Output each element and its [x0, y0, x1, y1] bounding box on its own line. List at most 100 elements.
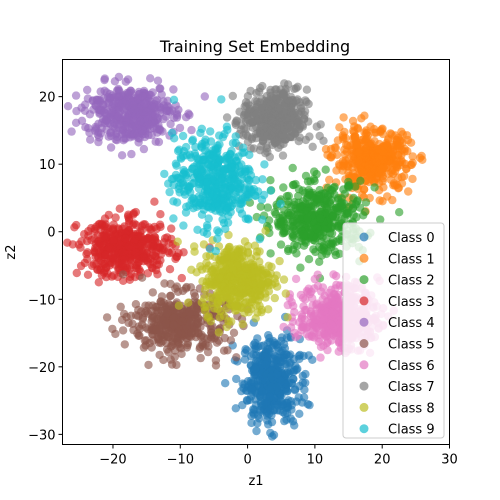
data-point: [335, 319, 345, 328]
data-point: [327, 243, 336, 252]
data-point: [366, 172, 375, 181]
data-point: [169, 113, 179, 123]
data-point: [203, 223, 212, 232]
data-point: [179, 221, 188, 230]
data-point: [211, 246, 220, 256]
data-point: [251, 175, 261, 185]
data-point: [333, 222, 342, 231]
data-point: [189, 288, 199, 298]
data-point: [304, 117, 313, 126]
data-point: [187, 328, 196, 337]
data-point: [261, 293, 270, 302]
data-point: [304, 284, 313, 293]
data-point: [219, 346, 229, 355]
data-point: [187, 125, 196, 135]
data-point: [96, 225, 105, 235]
data-point: [63, 102, 73, 111]
data-point: [117, 315, 127, 325]
data-point: [147, 343, 156, 352]
data-point: [291, 226, 300, 235]
data-point: [194, 314, 203, 323]
data-point: [132, 220, 141, 230]
data-point: [258, 390, 267, 399]
data-point: [198, 277, 207, 286]
data-point: [398, 158, 407, 167]
data-point: [207, 204, 216, 213]
legend-label: Class 1: [388, 252, 435, 267]
data-point: [357, 114, 366, 123]
data-point: [124, 214, 134, 223]
data-point: [300, 107, 310, 116]
data-point: [387, 130, 396, 139]
data-point: [345, 181, 354, 190]
data-point: [199, 240, 209, 249]
data-point: [244, 302, 254, 311]
data-point: [174, 301, 184, 310]
data-point: [310, 274, 319, 284]
data-point: [319, 315, 329, 324]
data-point: [249, 405, 258, 414]
data-point: [252, 345, 261, 354]
data-point: [257, 195, 267, 204]
data-point: [207, 328, 216, 337]
data-point: [221, 224, 230, 234]
legend: Class 0 Class 1 Class 2 Class 3 Class 4 Class…: [342, 222, 445, 439]
data-point: [284, 123, 293, 132]
data-point: [231, 404, 240, 413]
data-point: [325, 288, 334, 298]
data-point: [361, 147, 370, 156]
data-point: [276, 199, 285, 209]
data-point: [238, 143, 248, 152]
data-point: [153, 270, 162, 279]
data-point: [370, 165, 379, 174]
data-point: [170, 134, 179, 143]
data-point: [299, 351, 308, 361]
data-point: [186, 153, 196, 162]
data-point: [295, 318, 304, 327]
data-point: [301, 295, 310, 304]
data-point: [195, 198, 205, 208]
data-point: [185, 308, 194, 317]
data-point: [221, 379, 230, 388]
data-point: [306, 177, 315, 186]
legend-label: Class 5: [388, 338, 435, 353]
legend-label: Class 4: [388, 316, 435, 331]
data-point: [169, 214, 178, 223]
data-point: [118, 248, 127, 257]
data-point: [207, 266, 217, 275]
data-point: [139, 257, 148, 266]
data-point: [231, 132, 240, 141]
data-point: [168, 341, 177, 350]
data-point: [124, 241, 134, 251]
data-point: [117, 151, 127, 160]
data-point: [245, 176, 254, 185]
data-point: [289, 374, 298, 384]
y-tick-label: 10: [39, 158, 56, 173]
data-point: [208, 191, 218, 200]
data-point: [179, 248, 188, 257]
data-point: [259, 341, 268, 350]
data-point: [312, 169, 321, 179]
data-point: [141, 301, 150, 310]
data-point: [234, 269, 243, 278]
legend-marker: [359, 424, 369, 434]
legend-marker: [359, 275, 369, 285]
data-point: [135, 331, 144, 340]
data-point: [118, 103, 128, 113]
data-point: [316, 353, 325, 362]
data-point: [258, 175, 267, 184]
data-point: [286, 323, 296, 332]
data-point: [173, 237, 182, 246]
data-point: [127, 149, 136, 159]
data-point: [288, 163, 297, 173]
data-point: [408, 152, 417, 161]
data-point: [257, 103, 267, 112]
data-point: [305, 400, 314, 410]
data-point: [291, 274, 301, 284]
data-point: [224, 174, 233, 183]
data-point: [339, 113, 348, 122]
data-point: [242, 284, 252, 294]
data-point: [211, 356, 221, 365]
data-point: [68, 240, 78, 249]
data-point: [206, 317, 215, 326]
